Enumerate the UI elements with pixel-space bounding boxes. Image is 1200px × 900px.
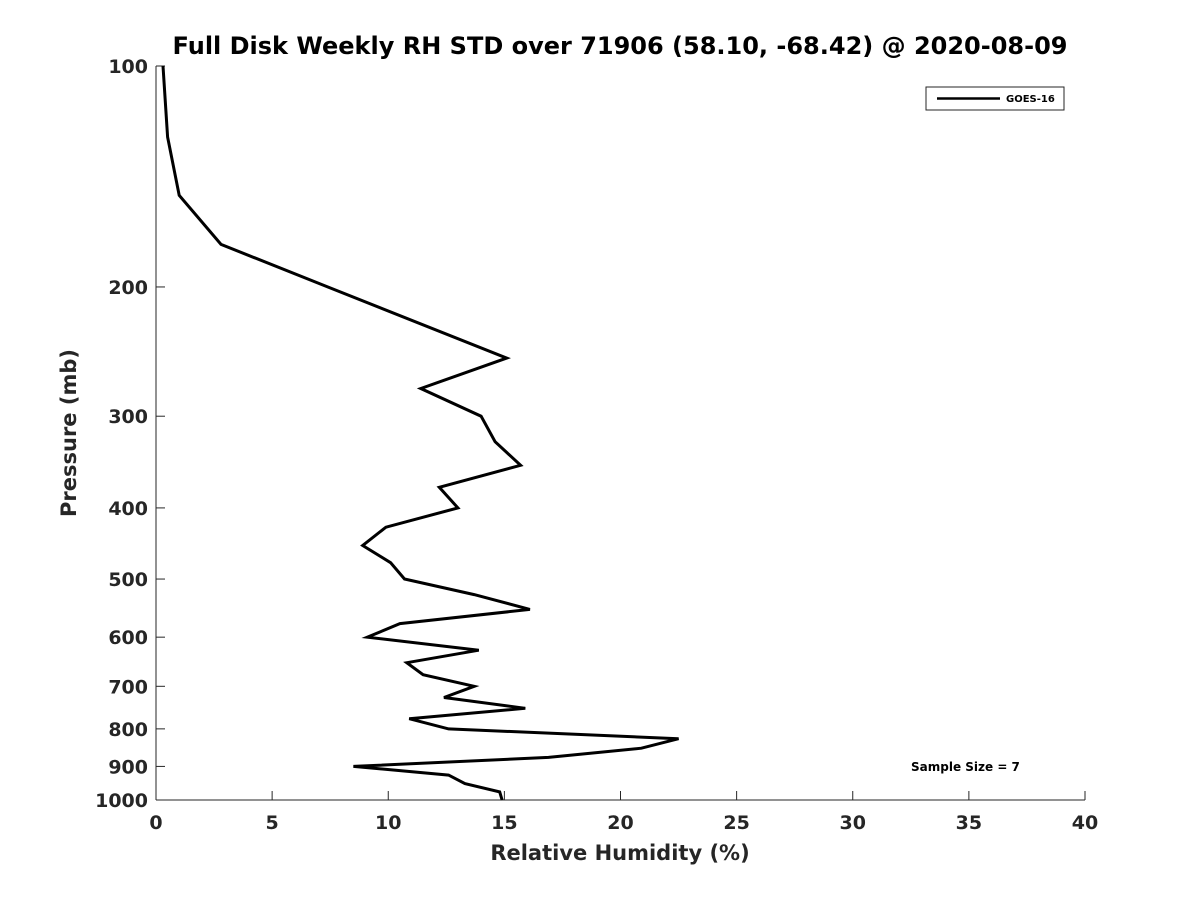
x-axis-label: Relative Humidity (%)	[490, 841, 749, 865]
x-tick-label: 20	[607, 812, 633, 834]
x-tick-label: 30	[840, 812, 866, 834]
legend: GOES-16	[925, 86, 1065, 111]
y-tick-label: 1000	[95, 790, 148, 812]
y-tick-label: 500	[108, 569, 148, 591]
y-tick-label: 600	[108, 627, 148, 649]
legend-label-goes-16: GOES-16	[1006, 94, 1055, 105]
x-tick-label: 35	[956, 812, 982, 834]
x-tick-label: 15	[491, 812, 517, 834]
x-tick-label: 5	[266, 812, 279, 834]
axes: 0 5 10 15 20 25 30 35 40 100 200 300 400 500 600 700 800…	[95, 56, 1098, 834]
x-tick-label: 10	[375, 812, 401, 834]
plot-area	[161, 65, 679, 801]
y-tick-label: 800	[108, 719, 148, 741]
x-tick-label: 40	[1072, 812, 1098, 834]
y-tick-label: 900	[108, 756, 148, 778]
y-tick-label: 300	[108, 406, 148, 428]
series-line-goes-16	[161, 65, 679, 801]
x-tick-label: 0	[149, 812, 162, 834]
y-tick-label: 700	[108, 676, 148, 698]
y-tick-label: 100	[108, 56, 148, 78]
x-tick-label: 25	[723, 812, 749, 834]
sample-size-annotation: Sample Size = 7	[911, 760, 1020, 774]
y-tick-label: 200	[108, 277, 148, 299]
chart-title: Full Disk Weekly RH STD over 71906 (58.1…	[173, 32, 1068, 60]
y-axis-label: Pressure (mb)	[57, 349, 81, 517]
y-tick-label: 400	[108, 498, 148, 520]
